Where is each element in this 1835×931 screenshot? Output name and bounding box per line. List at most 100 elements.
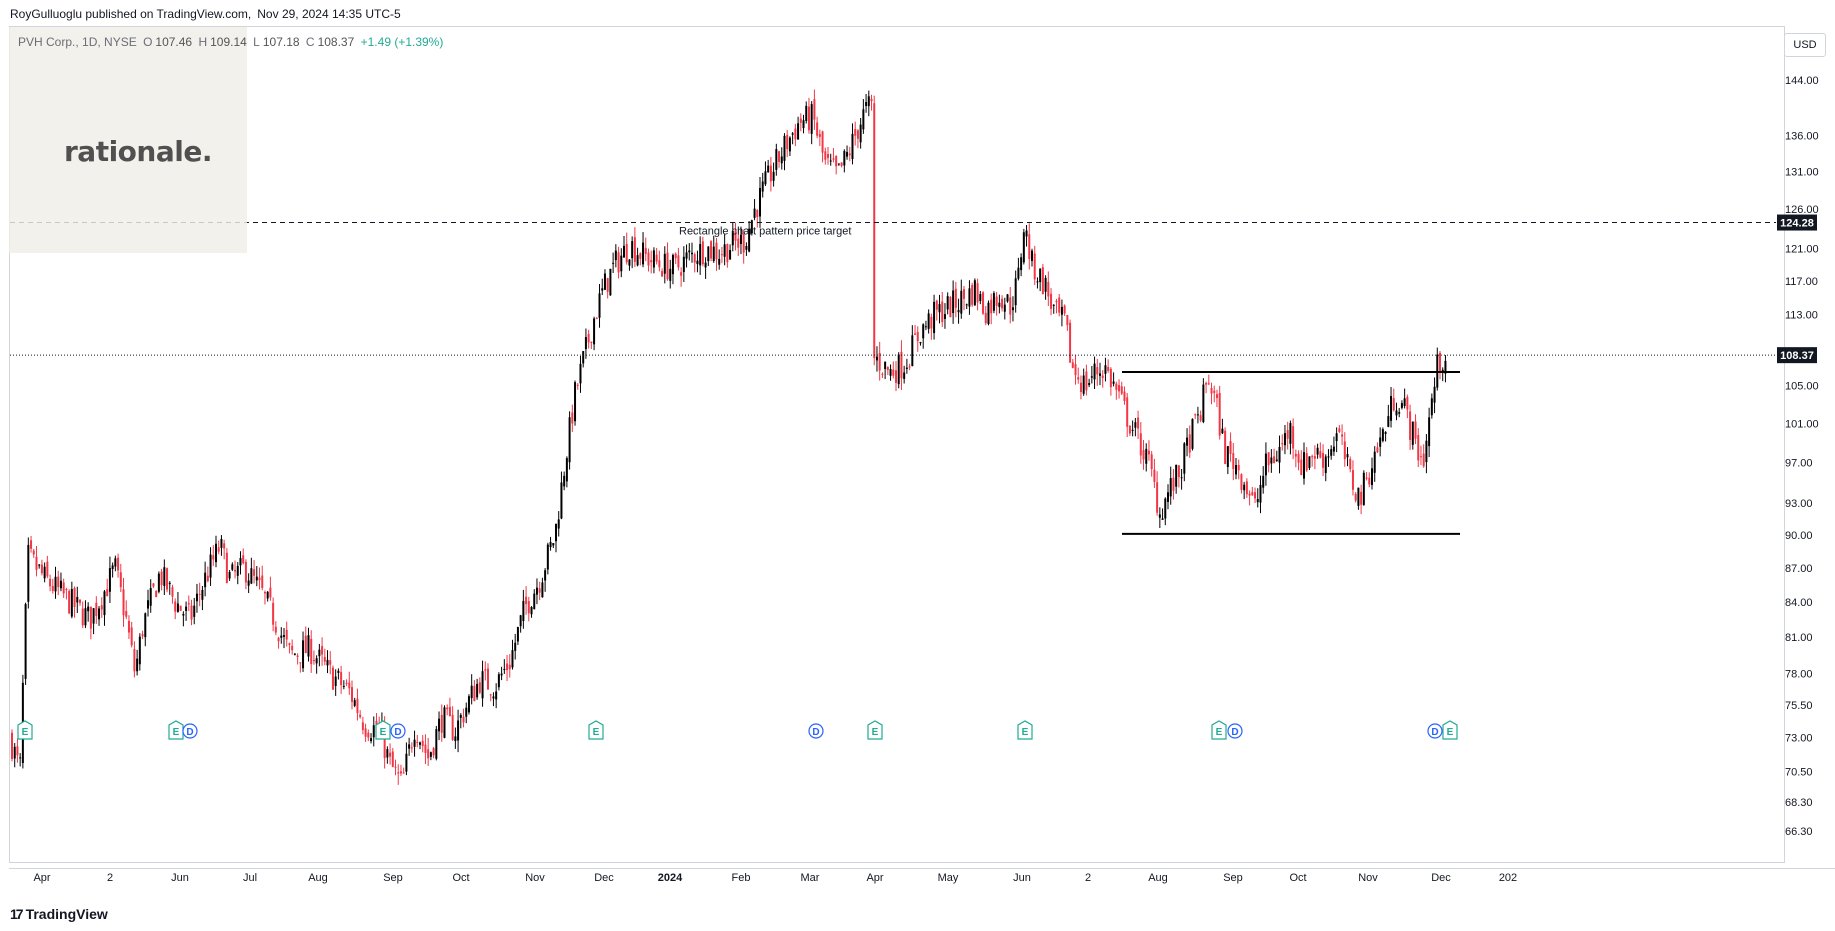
candle-body [1237, 465, 1240, 471]
candle-body [141, 634, 144, 637]
candle-body [535, 587, 538, 595]
candle-body [1360, 491, 1363, 505]
candle-body [677, 255, 680, 268]
candle-body [1226, 446, 1229, 468]
candle-body [718, 258, 721, 265]
candle-body [59, 580, 62, 589]
publisher-name[interactable]: RoyGulluoglu published on TradingView.co… [10, 7, 252, 21]
candle-body [691, 252, 693, 255]
candle-body [1082, 375, 1085, 394]
y-tick-label: 144.00 [1785, 75, 1819, 87]
candle-body [971, 285, 974, 305]
symbol-legend: PVH Corp., 1D, NYSE O 107.46 H 109.14 L 107… [18, 35, 446, 49]
candle-body [927, 313, 930, 329]
candle-body [606, 278, 609, 292]
candle-body [1126, 397, 1129, 427]
candle-body [43, 566, 46, 579]
x-tick-label: Sep [1223, 872, 1243, 884]
candle-body [1142, 450, 1145, 460]
candle-body [1137, 417, 1140, 429]
candle-body [429, 752, 432, 757]
candle-body [185, 606, 188, 611]
candle-body [750, 220, 753, 234]
candle-body [1104, 365, 1107, 374]
open-label: O [143, 35, 153, 49]
candle-body [410, 747, 413, 749]
candle-body [92, 608, 95, 624]
candle-body [729, 249, 732, 260]
candle-body [1207, 383, 1210, 385]
candle-body [1411, 421, 1414, 445]
candle-body [1283, 433, 1286, 446]
y-tick-label: 136.00 [1785, 130, 1819, 142]
earnings-marker-shape [375, 720, 391, 740]
candle-body [832, 158, 835, 160]
candle-body [370, 738, 373, 742]
symbol-title[interactable]: PVH Corp., 1D, NYSE [18, 35, 137, 49]
candle-body [574, 382, 577, 422]
candle-body [1001, 298, 1004, 309]
candle-body [353, 700, 356, 706]
candle-body [827, 154, 829, 158]
candle-body [843, 151, 846, 166]
dividend-marker-letter: D [1231, 727, 1238, 738]
candle-body [193, 605, 196, 617]
candle-body [949, 296, 952, 318]
candle-body [1014, 278, 1017, 306]
candle-body [1297, 453, 1300, 463]
rectangle-target-annotation: Rectangle chart pattern price target [679, 226, 851, 238]
candle-body [846, 151, 849, 157]
candle-body [247, 580, 250, 586]
open-value: 107.46 [155, 35, 193, 49]
candle-body [1349, 458, 1352, 470]
candle-body [149, 588, 152, 606]
x-tick-label: Nov [525, 872, 545, 884]
candle-body [176, 603, 179, 612]
candle-body [1161, 518, 1164, 520]
candle-body [432, 748, 435, 756]
y-tick-label: 126.00 [1785, 204, 1819, 216]
candle-body [1118, 385, 1121, 392]
candle-body [707, 246, 710, 262]
dividend-marker-shape [808, 723, 824, 739]
candle-body [1267, 452, 1270, 466]
candle-body [236, 565, 239, 576]
candle-body [1379, 437, 1382, 447]
earnings-marker-shape [1017, 720, 1033, 740]
candle-body [1050, 293, 1053, 309]
candle-body [769, 165, 772, 182]
candle-body [886, 366, 889, 371]
candle-body [274, 626, 277, 633]
earnings-marker-icon: E [1442, 720, 1458, 740]
candle-body [895, 370, 897, 383]
candle-body [1088, 383, 1091, 385]
y-tick-label: 101.00 [1785, 418, 1819, 430]
candle-body [642, 242, 645, 265]
candle-body [206, 575, 209, 582]
candle-body [215, 543, 217, 563]
y-tick-label: 84.00 [1785, 597, 1813, 609]
tradingview-logo[interactable]: 17 TradingView [10, 906, 108, 922]
dividend-marker-shape [1227, 723, 1243, 739]
candle-body [984, 312, 987, 324]
currency-button[interactable]: USD [1784, 33, 1826, 57]
candle-body [963, 289, 965, 299]
candle-body [220, 538, 223, 548]
candle-body [1270, 457, 1273, 464]
earnings-marker-letter: E [593, 727, 600, 738]
candle-body [318, 649, 321, 657]
candle-body [875, 356, 878, 361]
candle-body [399, 771, 402, 774]
candle-body [383, 726, 386, 759]
candle-body [402, 772, 405, 774]
candle-body [680, 272, 683, 276]
candle-body [508, 664, 511, 670]
dividend-marker-letter: D [1431, 727, 1438, 738]
candle-body [1419, 456, 1422, 458]
candle-body [70, 589, 73, 617]
candle-body [187, 603, 190, 605]
candle-body [1077, 377, 1080, 380]
candle-body [590, 341, 593, 343]
candle-body [674, 253, 677, 259]
